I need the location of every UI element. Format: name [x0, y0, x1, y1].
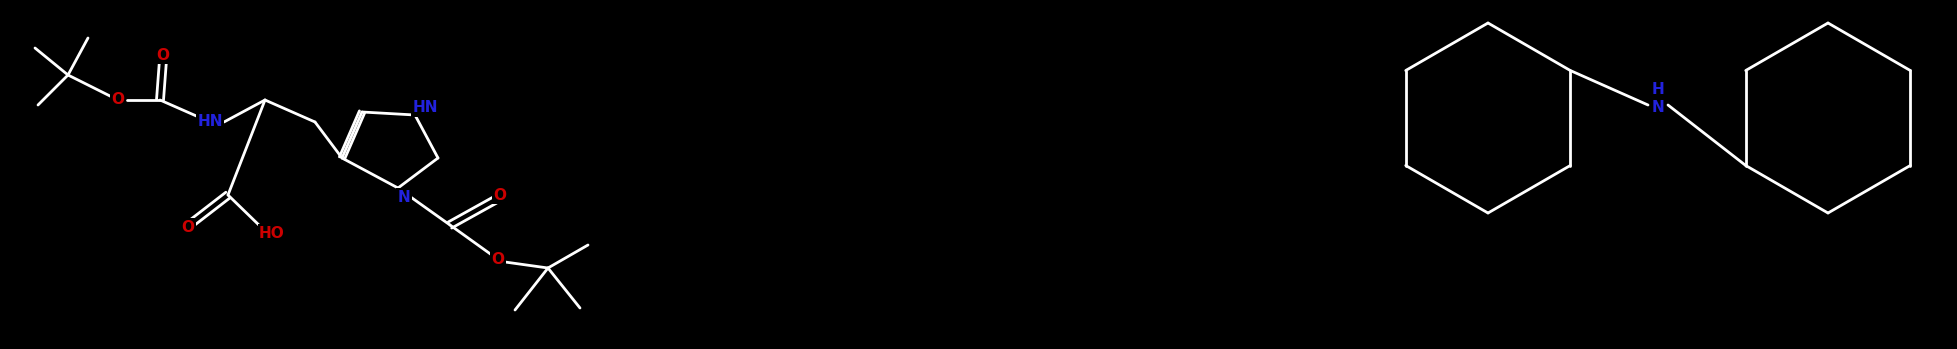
Text: HN: HN	[198, 114, 223, 129]
Text: HO: HO	[258, 225, 286, 240]
Text: O: O	[491, 252, 505, 267]
Text: N: N	[397, 190, 411, 205]
Text: HN: HN	[413, 101, 438, 116]
Text: N: N	[1652, 101, 1663, 116]
Text: O: O	[493, 187, 507, 202]
Text: O: O	[112, 92, 125, 107]
Text: O: O	[157, 47, 170, 62]
Text: O: O	[182, 220, 194, 235]
Text: H: H	[1652, 82, 1663, 97]
